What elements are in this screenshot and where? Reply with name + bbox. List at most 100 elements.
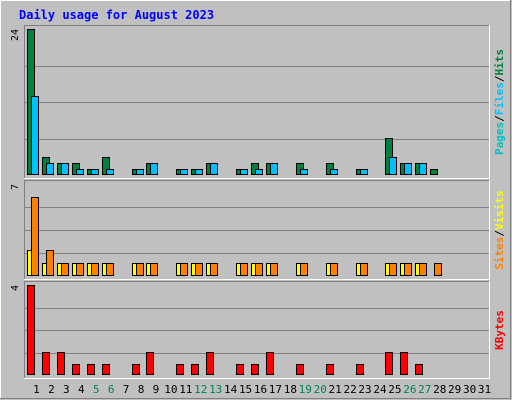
series-label-visits: Visits	[493, 190, 506, 230]
x-tick-label-1: 1	[33, 383, 40, 396]
x-tick-label-18: 18	[284, 383, 297, 396]
x-tick-label-30: 30	[463, 383, 476, 396]
bar-kbytes-day-2	[42, 352, 50, 375]
bar-sites-day-25	[389, 263, 397, 276]
x-tick-label-17: 17	[269, 383, 282, 396]
x-tick-label-27: 27	[418, 383, 431, 396]
chart-title: Daily usage for August 2023	[19, 8, 214, 22]
bar-sites-day-15	[240, 263, 248, 276]
bar-files-day-13	[210, 163, 218, 175]
bar-kbytes-day-19	[296, 364, 304, 375]
panel-2: 7 Sites/Visits	[10, 180, 506, 280]
x-tick-label-24: 24	[373, 383, 387, 396]
x-tick-label-3: 3	[63, 383, 70, 396]
x-tick-label-5: 5	[93, 383, 100, 396]
y-max-label: 7	[10, 184, 21, 190]
bar-kbytes-day-26	[400, 352, 408, 375]
series-label-hits: Hits	[493, 49, 506, 76]
series-label-group: Sites/Visits	[493, 190, 506, 270]
bar-files-day-5	[91, 169, 99, 175]
bar-kbytes-day-11	[176, 364, 184, 375]
bar-files-day-19	[300, 169, 308, 175]
x-tick-label-14: 14	[224, 383, 238, 396]
x-tick-label-9: 9	[153, 383, 160, 396]
bar-sites-day-6	[106, 263, 114, 276]
x-tick-label-12: 12	[194, 383, 207, 396]
x-tick-label-13: 13	[209, 383, 222, 396]
bar-sites-day-26	[404, 263, 412, 276]
x-tick-label-10: 10	[164, 383, 177, 396]
x-tick-label-29: 29	[448, 383, 461, 396]
bar-files-day-2	[46, 163, 54, 175]
x-tick-label-15: 15	[239, 383, 252, 396]
bar-kbytes-day-5	[87, 364, 95, 375]
series-label-separator: /	[493, 75, 506, 82]
bar-sites-day-13	[210, 263, 218, 276]
bar-files-day-17	[270, 163, 278, 175]
x-tick-label-8: 8	[138, 383, 145, 396]
bar-sites-day-28	[434, 263, 442, 276]
series-label-separator: /	[493, 115, 506, 122]
x-tick-label-26: 26	[403, 383, 416, 396]
y-max-label: 4	[10, 285, 21, 291]
bar-files-day-27	[419, 163, 427, 175]
bar-files-day-12	[195, 169, 203, 175]
bar-kbytes-day-15	[236, 364, 244, 375]
bar-files-day-15	[240, 169, 248, 175]
bar-kbytes-day-6	[102, 364, 110, 375]
bar-sites-day-3	[61, 263, 69, 276]
bar-files-day-23	[360, 169, 368, 175]
bar-sites-day-2	[46, 250, 54, 276]
x-axis-labels: 1 2 3 4 5 6 7 8 9 10 11 12 13 14 15 16 17 18 19 20 21 22 23 24 2…	[33, 383, 491, 396]
bar-sites-day-19	[300, 263, 308, 276]
x-tick-label-22: 22	[343, 383, 356, 396]
x-tick-label-21: 21	[329, 383, 342, 396]
series-label-kbytes: KBytes	[493, 310, 506, 350]
x-tick-label-16: 16	[254, 383, 267, 396]
bar-files-day-1	[31, 96, 39, 175]
x-tick-label-31: 31	[478, 383, 491, 396]
x-tick-label-28: 28	[433, 383, 446, 396]
bar-kbytes-day-4	[72, 364, 80, 375]
bar-sites-day-21	[330, 263, 338, 276]
bar-kbytes-day-8	[132, 364, 140, 375]
x-tick-label-19: 19	[299, 383, 312, 396]
bar-files-day-26	[404, 163, 412, 175]
series-label-separator: /	[493, 230, 506, 237]
bar-kbytes-day-13	[206, 352, 214, 375]
bar-sites-day-23	[360, 263, 368, 276]
bar-kbytes-day-16	[251, 364, 259, 375]
bar-sites-day-8	[136, 263, 144, 276]
bar-sites-day-4	[76, 263, 84, 276]
bar-files-day-16	[255, 169, 263, 175]
bar-kbytes-day-9	[146, 352, 154, 375]
bar-hits-day-28	[430, 169, 438, 175]
bar-kbytes-day-25	[385, 352, 393, 375]
bar-kbytes-day-12	[191, 364, 199, 375]
bar-files-day-9	[150, 163, 158, 175]
bar-kbytes-day-3	[57, 352, 65, 375]
series-label-group: KBytes	[493, 310, 506, 350]
x-tick-label-4: 4	[78, 383, 85, 396]
bar-kbytes-day-21	[326, 364, 334, 375]
bar-sites-day-27	[419, 263, 427, 276]
x-tick-label-2: 2	[48, 383, 55, 396]
bar-sites-day-9	[150, 263, 158, 276]
x-tick-label-20: 20	[314, 383, 327, 396]
series-label-sites: Sites	[493, 237, 506, 270]
bar-sites-day-16	[255, 263, 263, 276]
bar-files-day-25	[389, 157, 397, 175]
bar-kbytes-day-17	[266, 352, 274, 375]
bar-files-day-8	[136, 169, 144, 175]
series-label-group: Pages/Files/Hits	[493, 49, 506, 155]
x-tick-label-6: 6	[108, 383, 115, 396]
panel-3: 4 KBytes	[10, 281, 506, 379]
x-tick-label-23: 23	[358, 383, 371, 396]
bar-kbytes-day-27	[415, 364, 423, 375]
bar-files-day-3	[61, 163, 69, 175]
bar-sites-day-5	[91, 263, 99, 276]
bar-sites-day-1	[31, 197, 39, 276]
